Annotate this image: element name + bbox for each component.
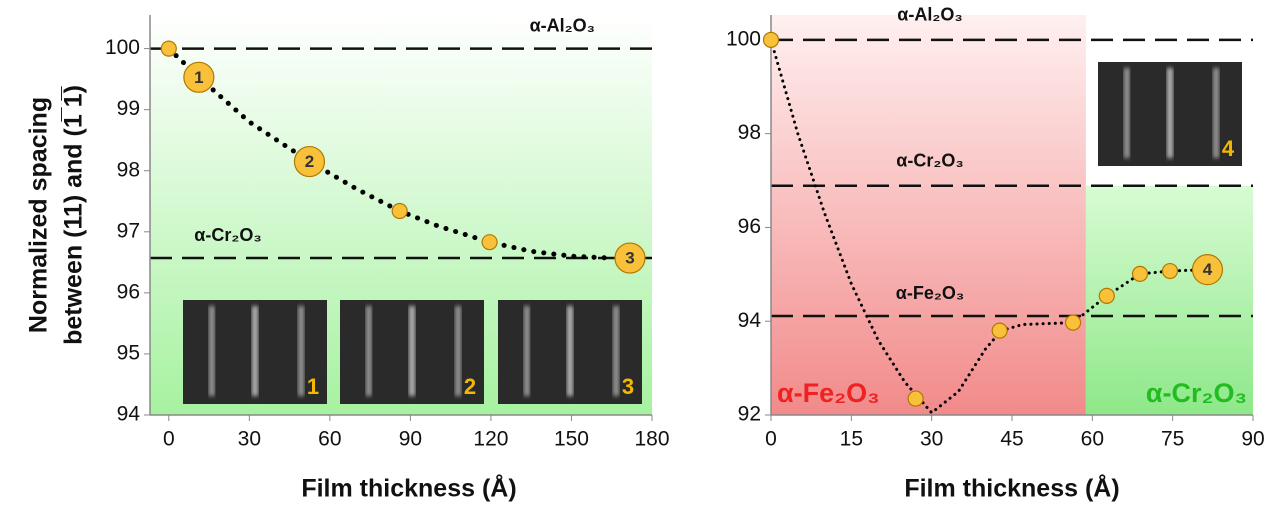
inset-label: 1 — [307, 374, 319, 399]
y-tick-label: 100 — [726, 27, 761, 50]
region-label: α-Cr₂O₃ — [1146, 378, 1247, 408]
fit-curve — [769, 38, 1209, 415]
inset-image — [498, 300, 642, 404]
region — [1085, 185, 1253, 415]
inset-streak — [365, 306, 372, 396]
point-label: 3 — [625, 249, 634, 268]
data-point — [1161, 262, 1179, 280]
y-tick-label: 99 — [117, 97, 140, 120]
data-point — [183, 61, 215, 93]
x-tick-label: 15 — [840, 428, 863, 451]
x-axis-label: Film thickness (Å) — [301, 474, 516, 503]
reference-label: α-Cr₂O₃ — [896, 150, 963, 170]
data-point — [907, 390, 924, 407]
inset-image — [183, 300, 327, 404]
y-tick-label: 98 — [117, 158, 140, 181]
reference-label: α-Al₂O₃ — [897, 5, 962, 25]
inset-label: 3 — [622, 374, 634, 399]
x-tick-label: 90 — [1241, 428, 1264, 451]
data-point — [293, 145, 326, 178]
inset-streak — [613, 306, 620, 396]
y-axis-label: Normalized spacing — [25, 97, 53, 333]
inset-streak — [523, 306, 530, 396]
x-tick-label: 90 — [399, 428, 422, 451]
x-tick-label: 60 — [318, 428, 341, 451]
data-point — [762, 31, 780, 48]
reference-label: α-Al₂O₃ — [530, 15, 595, 35]
y-tick-label: 96 — [738, 215, 761, 238]
x-tick-label: 60 — [1081, 428, 1104, 451]
y-tick-label: 97 — [117, 219, 140, 242]
x-tick-label: 45 — [1000, 428, 1023, 451]
inset-streak — [298, 306, 305, 396]
y-axis-label: between (11) and (1̅ 1̅) — [60, 85, 88, 345]
inset-label: 4 — [1222, 136, 1235, 161]
data-point — [1098, 287, 1115, 304]
data-point — [1064, 314, 1082, 331]
inset-label: 2 — [464, 374, 476, 399]
data-point — [1191, 254, 1224, 286]
y-tick-label: 96 — [117, 280, 140, 303]
inset-streak — [1123, 68, 1130, 158]
data-point — [160, 40, 177, 57]
inset-streak — [208, 306, 215, 396]
inset-streak — [1213, 68, 1220, 158]
x-tick-label: 0 — [163, 428, 175, 451]
reference-label: α-Fe₂O₃ — [896, 283, 964, 303]
y-tick-label: 100 — [105, 36, 140, 59]
inset-streak — [1167, 68, 1173, 158]
point-label: 2 — [305, 152, 314, 171]
x-tick-label: 150 — [554, 428, 589, 451]
inset-streak — [409, 306, 415, 396]
x-axis-label: Film thickness (Å) — [904, 474, 1119, 503]
data-point — [614, 242, 646, 274]
inset-streak — [455, 306, 462, 396]
data-point — [481, 234, 498, 251]
point-label: 4 — [1203, 260, 1213, 279]
inset-image — [340, 300, 484, 404]
y-tick-label: 94 — [117, 403, 141, 426]
x-tick-label: 75 — [1161, 428, 1184, 451]
inset-image — [1098, 62, 1242, 166]
y-tick-label: 98 — [738, 121, 761, 144]
x-tick-label: 120 — [473, 428, 508, 451]
reference-label: α-Cr₂O₃ — [194, 225, 261, 245]
y-tick-label: 94 — [738, 309, 762, 332]
x-tick-label: 30 — [920, 428, 943, 451]
region — [771, 15, 1086, 415]
data-point — [391, 202, 408, 220]
x-tick-label: 0 — [765, 428, 777, 451]
data-point — [1131, 265, 1149, 282]
inset-streak — [567, 306, 573, 396]
point-label: 1 — [194, 68, 203, 87]
data-point — [991, 322, 1008, 339]
inset-streak — [252, 306, 258, 396]
region-label: α-Fe₂O₃ — [777, 378, 880, 408]
x-tick-label: 30 — [238, 428, 261, 451]
x-tick-label: 180 — [634, 428, 669, 451]
y-tick-label: 92 — [738, 403, 761, 426]
y-tick-label: 95 — [117, 341, 140, 364]
